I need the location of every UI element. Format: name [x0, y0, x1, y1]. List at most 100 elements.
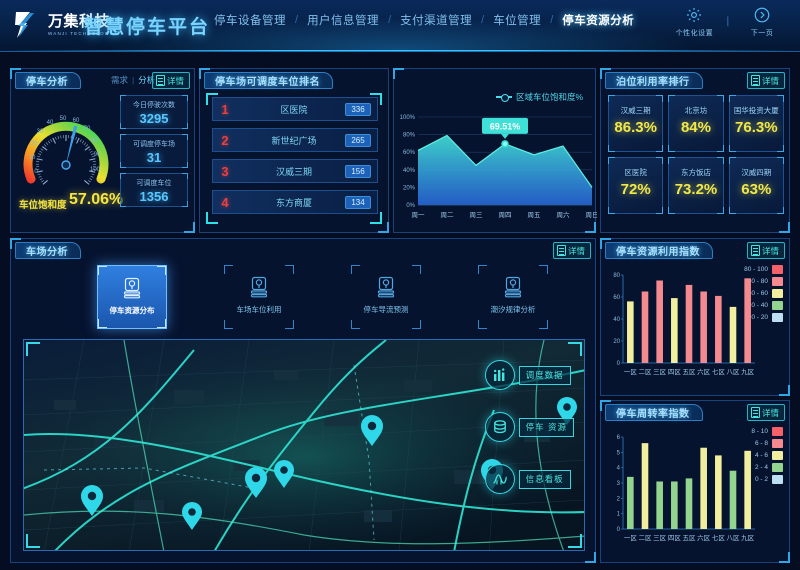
berth-grid: 汉威三期 86.3% 北京坊 84% 国华投资大厦 76.3% 区医院 72% … — [608, 95, 784, 214]
berth-name: 区医院 — [624, 168, 647, 177]
rank-number: 1 — [221, 101, 229, 117]
rank-panel-title: 停车场可调度车位排名 — [204, 72, 333, 89]
rank-number: 4 — [221, 194, 229, 210]
svg-text:九区: 九区 — [741, 367, 755, 376]
berth-name: 汉威四期 — [741, 168, 772, 177]
rank-value: 134 — [345, 195, 371, 209]
document-icon — [155, 75, 165, 86]
gear-icon — [670, 4, 718, 26]
nav-item-1[interactable]: 用户信息管理 — [307, 15, 380, 27]
berth-value: 73.2% — [674, 181, 718, 198]
legend-item: 20 - 40 — [744, 301, 783, 310]
svg-text:周日: 周日 — [586, 211, 598, 219]
lot-tab-label: 停车资源分布 — [109, 306, 155, 315]
nav-item-3[interactable]: 车位管理 — [493, 15, 542, 27]
nav-item-2[interactable]: 支付渠道管理 — [400, 15, 473, 27]
bar1-legend: 80 - 100 60 - 80 40 - 60 20 - 40 0 - 20 — [744, 265, 783, 325]
legend-swatch — [772, 277, 783, 286]
wave-chart-icon — [484, 464, 515, 494]
tab-demand[interactable]: 需求 — [111, 75, 129, 85]
database-icon — [484, 412, 515, 442]
legend-item: 0 - 20 — [744, 313, 783, 322]
tab-lot-space-utilization[interactable]: 车场车位利用 — [224, 265, 294, 329]
rank-name: 区医院 — [280, 104, 308, 115]
berth-cell[interactable]: 东方饭店 73.2% — [668, 157, 724, 214]
nav-item-0[interactable]: 停车设备管理 — [214, 15, 286, 27]
berth-cell[interactable]: 区医院 72% — [608, 157, 664, 214]
table-row[interactable]: 2 新世纪广场 265 — [212, 128, 378, 152]
legend-item: 60 - 80 — [744, 277, 783, 286]
next-page-button[interactable]: 下一页 — [738, 4, 786, 38]
legend-label: 40 - 60 — [747, 290, 768, 297]
logo-text-cn: 万集科技 — [48, 12, 111, 30]
legend-label: 区域车位饱和度% — [515, 92, 583, 102]
lot-detail-label: 详情 — [567, 245, 585, 256]
table-row[interactable]: 3 汉威三期 156 — [212, 159, 378, 183]
legend-label: 80 - 100 — [744, 266, 768, 273]
bar1-chart: 0 20 40 60 80 一区 二区 三区 四区 五区 六区 七区 八区 九区 — [613, 273, 755, 376]
rank-list: 1 区医院 336 2 新世纪广场 265 3 汉威三期 156 4 东方商厦 … — [212, 97, 378, 221]
table-row[interactable]: 1 区医院 336 — [212, 97, 378, 121]
tab-tidal-pattern-analysis[interactable]: 潮汐规律分析 — [478, 265, 548, 329]
legend-swatch — [772, 301, 783, 310]
legend-swatch — [772, 313, 783, 322]
svg-text:五区: 五区 — [683, 368, 697, 376]
stat-card-2: 可调度车位 1356 — [120, 173, 188, 207]
svg-text:周二: 周二 — [441, 211, 455, 219]
document-icon — [750, 75, 760, 86]
bar2-detail-button[interactable]: 详情 — [746, 404, 785, 421]
parking-detail-button[interactable]: 详情 — [151, 72, 190, 89]
table-row[interactable]: 4 东方商厦 134 — [212, 190, 378, 214]
svg-text:周一: 周一 — [412, 211, 426, 219]
map-button-info-board[interactable]: 信息看板 — [484, 464, 574, 494]
svg-text:0: 0 — [617, 361, 621, 367]
nav-item-4[interactable]: 停车资源分析 — [562, 15, 635, 27]
svg-text:周六: 周六 — [557, 210, 571, 219]
parking-detail-label: 详情 — [166, 75, 184, 86]
berth-detail-button[interactable]: 详情 — [746, 72, 785, 89]
berth-cell[interactable]: 汉威三期 86.3% — [608, 95, 664, 152]
legend-label: 0 - 2 — [754, 476, 768, 483]
bar2-chart: 0 1 2 3 4 5 6 一区 二区 三区 四区 五区 六区 七区 八区 九区 — [617, 435, 755, 542]
tab-parking-diversion-forecast[interactable]: 停车导流预测 — [351, 265, 421, 329]
area-saturation-panel: 区域车位饱和度% 0% 20% 40% 60% 80% 100% 周一 周二 周三 周四 周五 周六 周… — [393, 68, 598, 233]
svg-text:周五: 周五 — [528, 211, 542, 219]
svg-text:八区: 八区 — [727, 534, 741, 542]
legend-item: 6 - 8 — [751, 439, 783, 448]
legend-swatch — [772, 439, 783, 448]
city-map[interactable]: 调度数据 停车 资源 — [23, 339, 585, 551]
rank-value: 336 — [345, 102, 371, 116]
svg-text:二区: 二区 — [639, 534, 653, 542]
bar2-legend: 8 - 10 6 - 8 4 - 6 2 - 4 0 - 2 — [751, 427, 783, 487]
svg-text:69.51%: 69.51% — [490, 121, 521, 131]
saturation-gauge: 0 10 20 30 40 50 60 70 80 90 100 — [17, 91, 115, 196]
map-button-parking-resource[interactable]: 停车 资源 — [484, 412, 574, 442]
berth-name: 东方饭店 — [680, 168, 711, 177]
chevron-right-circle-icon — [738, 4, 786, 26]
bar1-detail-button[interactable]: 详情 — [746, 242, 785, 259]
berth-cell[interactable]: 北京坊 84% — [668, 95, 724, 152]
main-nav: 停车设备管理 / 用户信息管理 / 支付渠道管理 / 车位管理 / 停车资源分析 — [205, 0, 643, 40]
svg-text:周三: 周三 — [470, 211, 484, 219]
rank-number: 2 — [221, 132, 229, 148]
stat-value-1: 31 — [146, 150, 162, 165]
map-button-dispatch-data[interactable]: 调度数据 — [484, 360, 574, 390]
rank-name: 东方商厦 — [275, 197, 312, 208]
svg-text:六区: 六区 — [697, 533, 711, 542]
legend-item: 2 - 4 — [751, 463, 783, 472]
lot-detail-button[interactable]: 详情 — [552, 242, 591, 259]
settings-button[interactable]: 个性化设置 — [670, 4, 718, 38]
berth-cell[interactable]: 汉威四期 63% — [728, 157, 784, 214]
svg-text:四区: 四区 — [668, 368, 682, 376]
page-title: 智慧停车平台 — [84, 17, 211, 38]
svg-text:一区: 一区 — [624, 534, 638, 542]
tab-analysis[interactable]: 分析 — [138, 75, 156, 85]
map-button-label: 停车 资源 — [518, 417, 574, 437]
berth-cell[interactable]: 国华投资大厦 76.3% — [728, 95, 784, 152]
parking-analysis-tabs: 需求 | 分析 — [111, 74, 155, 86]
legend-item: 80 - 100 — [744, 265, 783, 274]
rank-value: 156 — [345, 164, 371, 178]
parking-analysis-title: 停车分析 — [15, 72, 81, 89]
tab-parking-resource-distribution[interactable]: 停车资源分布 — [97, 265, 167, 329]
svg-text:10: 10 — [29, 155, 36, 161]
